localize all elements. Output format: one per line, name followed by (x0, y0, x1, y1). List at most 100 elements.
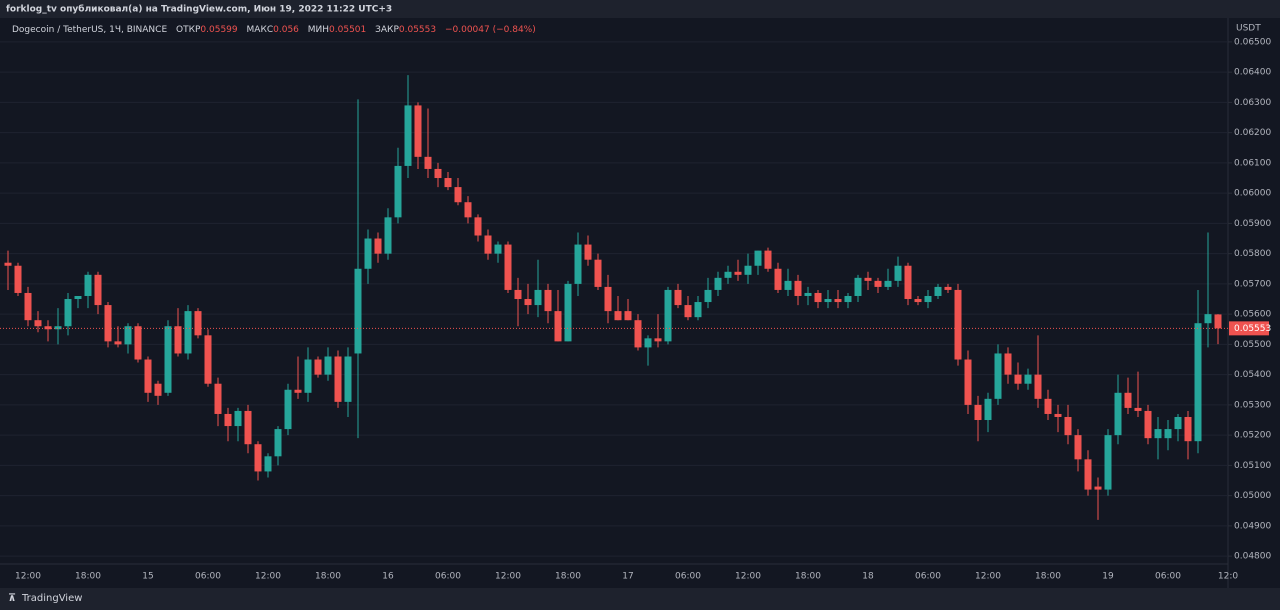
candle-body (134, 326, 142, 360)
x-tick-label: 15 (142, 572, 153, 582)
candle-body (664, 289, 672, 342)
candle-body (184, 311, 192, 354)
candle-body (804, 292, 812, 296)
y-tick-label: 0.05600 (1234, 310, 1271, 320)
candle-body (564, 283, 572, 342)
candle-body (1184, 416, 1192, 442)
candle-body (1024, 374, 1032, 384)
candle-body (634, 320, 642, 348)
candle-body (424, 156, 432, 169)
x-tick-label: 18:00 (315, 572, 341, 582)
y-tick-label: 0.06000 (1234, 189, 1271, 199)
candle-body (364, 238, 372, 269)
header-title: forklog_tv опубликовал(а) на TradingView… (6, 4, 392, 15)
candle-body (1194, 323, 1202, 442)
candle-body (444, 178, 452, 188)
x-tick-label: 06:00 (675, 572, 701, 582)
candle-body (904, 265, 912, 300)
candle-body (544, 289, 552, 312)
candle-body (194, 311, 202, 336)
candle-body (114, 341, 122, 345)
candle-body (1174, 416, 1182, 430)
candle-body (384, 217, 392, 254)
low-label: МИН (308, 25, 329, 35)
candle-body (674, 289, 682, 306)
candle-body (374, 238, 382, 254)
x-tick-label: 06:00 (1155, 572, 1181, 582)
y-tick-label: 0.06400 (1234, 68, 1271, 78)
candle-body (204, 335, 212, 384)
candle-body (894, 265, 902, 281)
candle-body (554, 311, 562, 342)
legend-row: Dogecoin / TetherUS, 1Ч, BINANCE ОТКР0.0… (12, 25, 536, 35)
candle-body (1204, 314, 1212, 324)
high-label: МАКС (247, 25, 274, 35)
candle-body (1054, 413, 1062, 417)
x-tick-label: 18:00 (75, 572, 101, 582)
candle-body (464, 202, 472, 218)
candle-body (874, 280, 882, 287)
candle-body (754, 250, 762, 266)
candle-body (1074, 435, 1082, 460)
candle-body (484, 235, 492, 254)
candle-body (644, 338, 652, 348)
y-tick-label: 0.05000 (1234, 491, 1271, 501)
candle-body (4, 262, 12, 266)
candle-body (1104, 435, 1112, 490)
candle-body (974, 404, 982, 421)
candle-body (1034, 374, 1042, 399)
candle-body (1044, 398, 1052, 414)
candle-body (774, 268, 782, 290)
x-tick-label: 12:00 (15, 572, 41, 582)
x-tick-label: 12:00 (255, 572, 281, 582)
candle-body (164, 326, 172, 393)
candle-body (404, 105, 412, 166)
candle-body (884, 280, 892, 287)
x-tick-label: 18 (862, 572, 874, 582)
candle-body (534, 289, 542, 306)
candle-body (304, 359, 312, 393)
x-tick-label: 12:00 (495, 572, 521, 582)
candle-body (524, 299, 532, 306)
open-value: 0.05599 (200, 25, 237, 35)
candle-body (224, 413, 232, 427)
candle-body (244, 410, 252, 445)
candle-body (574, 244, 582, 284)
candle-body (1094, 486, 1102, 490)
x-tick-label: 16 (382, 572, 394, 582)
candle-body (334, 356, 342, 402)
y-tick-label: 0.05500 (1234, 340, 1271, 350)
x-tick-label: 12:00 (975, 572, 1001, 582)
candle-body (294, 389, 302, 393)
candle-body (324, 356, 332, 375)
y-tick-label: 0.04900 (1234, 521, 1271, 531)
candle-body (354, 268, 362, 354)
candle-body (74, 295, 82, 300)
logo-mark: ⊼ (8, 593, 16, 604)
candle-body (394, 165, 402, 218)
candle-body (24, 292, 32, 321)
x-tick-label: 06:00 (915, 572, 941, 582)
close-value: 0.05553 (399, 25, 436, 35)
candle-body (784, 280, 792, 290)
candle-body (694, 302, 702, 318)
x-tick-label: 18:00 (1035, 572, 1061, 582)
low-value: 0.05501 (329, 25, 366, 35)
y-tick-label: 0.06100 (1234, 158, 1271, 168)
candle-body (174, 326, 182, 354)
candle-body (704, 289, 712, 303)
candle-body (834, 299, 842, 303)
x-tick-label: 17 (622, 572, 633, 582)
candle-body (654, 338, 662, 342)
candle-body (1144, 410, 1152, 439)
y-tick-label: 0.05700 (1234, 279, 1271, 289)
candle-body (254, 444, 262, 472)
candle-body (284, 389, 292, 430)
y-tick-label: 0.05100 (1234, 461, 1271, 471)
candle-body (944, 286, 952, 290)
x-tick-label: 12:0 (1218, 572, 1238, 582)
candle-body (454, 187, 462, 203)
candle-body (594, 259, 602, 287)
